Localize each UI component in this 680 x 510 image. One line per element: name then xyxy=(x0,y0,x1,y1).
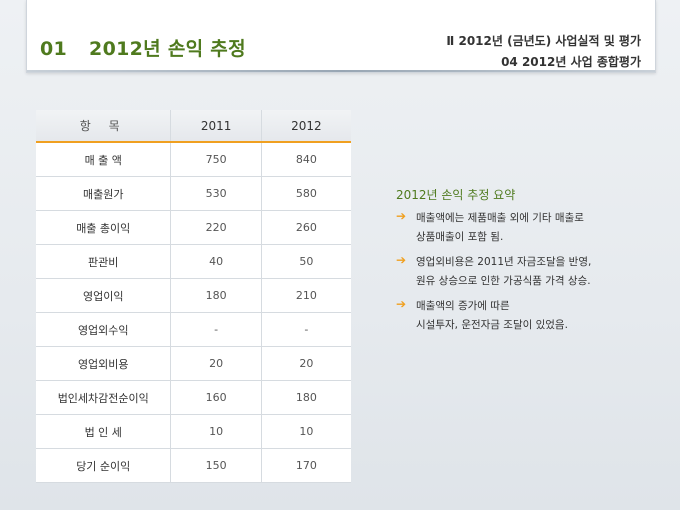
row-label: 판관비 xyxy=(36,244,171,279)
table-row: 법인세차감전순이익 160 180 xyxy=(36,380,351,415)
slide-header: 01 2012년 손익 추정 Ⅱ 2012년 (금년도) 사업실적 및 평가 04… xyxy=(26,0,656,73)
column-header-2011: 2011 xyxy=(170,110,262,143)
page-title: 01 2012년 손익 추정 xyxy=(40,34,246,61)
row-label: 법인세차감전순이익 xyxy=(36,380,171,415)
value-2011: - xyxy=(170,312,262,347)
table-row: 영업외수익 - - xyxy=(36,312,351,347)
summary-title: 2012년 손익 추정 요약 xyxy=(396,188,516,202)
table-row: 매출 총이익 220 260 xyxy=(36,210,351,245)
arrow-right-icon: ➔ xyxy=(396,297,407,311)
value-2011: 20 xyxy=(170,346,262,381)
bullet-line: 매출액에는 제품매출 외에 기타 매출로 xyxy=(416,212,584,224)
section-number: 01 xyxy=(40,38,68,60)
row-label: 매출원가 xyxy=(36,176,171,211)
value-2012: 840 xyxy=(261,142,351,177)
table-row: 판관비 40 50 xyxy=(36,244,351,279)
header-divider xyxy=(27,70,655,72)
subsection-label: 04 2012년 사업 종합평가 xyxy=(501,55,641,69)
row-label: 당기 순이익 xyxy=(36,448,171,483)
value-2011: 750 xyxy=(170,142,262,177)
page-title-text: 2012년 손익 추정 xyxy=(89,38,246,60)
bullet-line: 영업외비용은 2011년 자금조달을 반영, xyxy=(416,256,592,268)
value-2012: - xyxy=(261,312,351,347)
table-row: 영업외비용 20 20 xyxy=(36,346,351,381)
table-header-row: 항 목 2011 2012 xyxy=(36,110,351,143)
value-2011: 40 xyxy=(170,244,262,279)
bullet-line: 상품매출이 포함 됨. xyxy=(416,231,504,243)
arrow-right-icon: ➔ xyxy=(396,253,407,267)
value-2012: 20 xyxy=(261,346,351,381)
value-2012: 180 xyxy=(261,380,351,415)
column-header-item: 항 목 xyxy=(36,110,171,143)
summary-panel: 2012년 손익 추정 요약 ➔ 매출액에는 제품매출 외에 기타 매출로 상품… xyxy=(396,186,666,341)
table-row: 법 인 세 10 10 xyxy=(36,414,351,449)
table-row: 매 출 액 750 840 xyxy=(36,142,351,177)
value-2011: 530 xyxy=(170,176,262,211)
value-2011: 180 xyxy=(170,278,262,313)
table-row: 영업이익 180 210 xyxy=(36,278,351,313)
row-label: 매출 총이익 xyxy=(36,210,171,245)
bullet-line: 원유 상승으로 인한 가공식품 가격 상승. xyxy=(416,275,591,287)
value-2011: 160 xyxy=(170,380,262,415)
arrow-right-icon: ➔ xyxy=(396,209,407,223)
bullet-line: 시설투자, 운전자금 조달이 있었음. xyxy=(416,319,568,331)
bullet-line: 매출액의 증가에 따른 xyxy=(416,300,510,312)
row-label: 영업외비용 xyxy=(36,346,171,381)
table-row: 당기 순이익 150 170 xyxy=(36,448,351,483)
summary-bullet: ➔ 영업외비용은 2011년 자금조달을 반영, 원유 상승으로 인한 가공식품… xyxy=(396,253,666,291)
value-2012: 210 xyxy=(261,278,351,313)
value-2011: 150 xyxy=(170,448,262,483)
value-2012: 170 xyxy=(261,448,351,483)
value-2012: 50 xyxy=(261,244,351,279)
summary-bullet: ➔ 매출액의 증가에 따른 시설투자, 운전자금 조달이 있었음. xyxy=(396,297,666,335)
summary-bullet: ➔ 매출액에는 제품매출 외에 기타 매출로 상품매출이 포함 됨. xyxy=(396,209,666,247)
income-estimate-table: 항 목 2011 2012 매 출 액 750 840 매출원가 530 580… xyxy=(36,110,351,483)
column-header-2012: 2012 xyxy=(261,110,351,143)
income-table-container: 항 목 2011 2012 매 출 액 750 840 매출원가 530 580… xyxy=(36,110,351,483)
value-2012: 580 xyxy=(261,176,351,211)
row-label: 영업외수익 xyxy=(36,312,171,347)
value-2012: 10 xyxy=(261,414,351,449)
value-2011: 220 xyxy=(170,210,262,245)
row-label: 법 인 세 xyxy=(36,414,171,449)
table-row: 매출원가 530 580 xyxy=(36,176,351,211)
row-label: 매 출 액 xyxy=(36,142,171,177)
chapter-label: Ⅱ 2012년 (금년도) 사업실적 및 평가 xyxy=(446,34,641,48)
value-2011: 10 xyxy=(170,414,262,449)
row-label: 영업이익 xyxy=(36,278,171,313)
value-2012: 260 xyxy=(261,210,351,245)
